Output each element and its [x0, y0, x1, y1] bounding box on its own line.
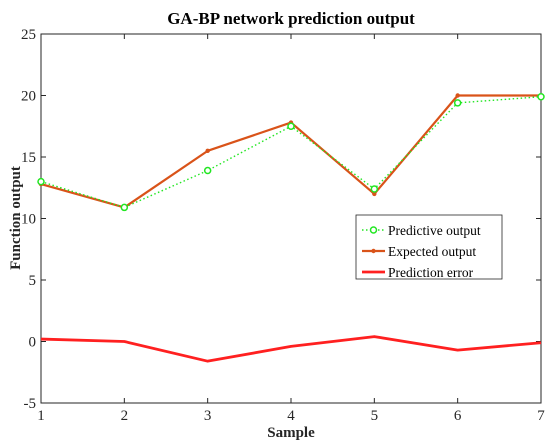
data-point [203, 166, 212, 175]
y-axis-label: Function output [8, 166, 24, 270]
legend-box [355, 214, 503, 280]
x-tick-label: 6 [454, 408, 462, 424]
x-tick-label: 7 [537, 408, 545, 424]
legend-marker [369, 226, 378, 234]
legend: Predictive output Expected output Predicti… [355, 214, 503, 280]
x-tick-label: 4 [287, 408, 295, 424]
data-point [370, 185, 379, 193]
x-axis-label: Sample [267, 425, 315, 441]
legend-label: Predictive output [388, 223, 481, 238]
data-point [453, 99, 462, 107]
data-point [37, 177, 45, 186]
y-tick-label: -5 [24, 396, 37, 412]
y-tick-label: 15 [21, 150, 36, 166]
legend-marker [371, 248, 376, 254]
x-tick-label: 1 [37, 408, 45, 424]
axis-ticks: 1 2 3 4 5 6 7 -5 0 5 10 15 20 25 [21, 27, 545, 424]
chart-title: GA-BP network prediction output [167, 9, 415, 28]
y-tick-label: 20 [21, 89, 36, 105]
legend-label: Expected output [388, 244, 476, 259]
series-line-2 [40, 335, 542, 363]
data-point [120, 203, 129, 212]
x-tick-label: 2 [121, 408, 129, 424]
y-tick-label: 25 [21, 27, 36, 43]
x-tick-label: 3 [204, 408, 212, 424]
legend-label: Prediction error [388, 265, 474, 280]
data-point [372, 191, 377, 197]
y-tick-label: 0 [29, 335, 37, 351]
series-group [37, 92, 545, 363]
y-tick-label: 10 [21, 212, 36, 228]
data-point [537, 92, 545, 101]
y-tick-label: 5 [29, 273, 37, 289]
data-point [287, 122, 295, 130]
data-point [455, 93, 460, 98]
x-tick-label: 5 [371, 408, 379, 424]
data-point [205, 148, 210, 154]
